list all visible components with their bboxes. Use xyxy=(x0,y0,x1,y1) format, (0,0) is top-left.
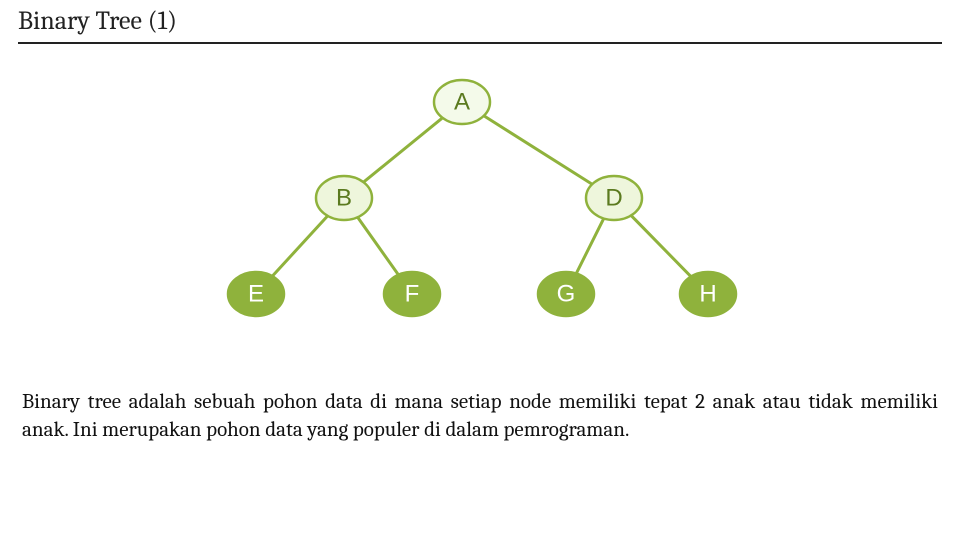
node-label: H xyxy=(699,281,716,308)
tree-node-b: B xyxy=(316,176,372,220)
tree-node-f: F xyxy=(384,272,440,316)
node-label: A xyxy=(454,89,470,116)
slide-title: Binary Tree (1) xyxy=(18,6,942,44)
slide: Binary Tree (1) A B D E F G H Binary tree adal… xyxy=(0,0,960,540)
tree-node-g: G xyxy=(538,272,594,316)
node-label: G xyxy=(557,281,576,308)
tree-node-d: D xyxy=(586,176,642,220)
tree-edge xyxy=(576,218,604,273)
node-label: B xyxy=(336,185,352,212)
tree-edge xyxy=(272,216,327,276)
tree-edge xyxy=(484,116,592,184)
node-label: E xyxy=(248,281,264,308)
tree-edge xyxy=(363,118,442,182)
tree-edge xyxy=(631,215,691,276)
node-label: D xyxy=(605,185,622,212)
binary-tree-diagram: A B D E F G H xyxy=(0,70,960,350)
node-label: F xyxy=(405,281,420,308)
tree-node-e: E xyxy=(228,272,284,316)
description-text: Binary tree adalah sebuah pohon data di … xyxy=(22,388,938,445)
tree-node-a: A xyxy=(434,80,490,124)
tree-edge xyxy=(358,217,399,275)
title-wrap: Binary Tree (1) xyxy=(18,6,942,44)
tree-node-h: H xyxy=(680,272,736,316)
